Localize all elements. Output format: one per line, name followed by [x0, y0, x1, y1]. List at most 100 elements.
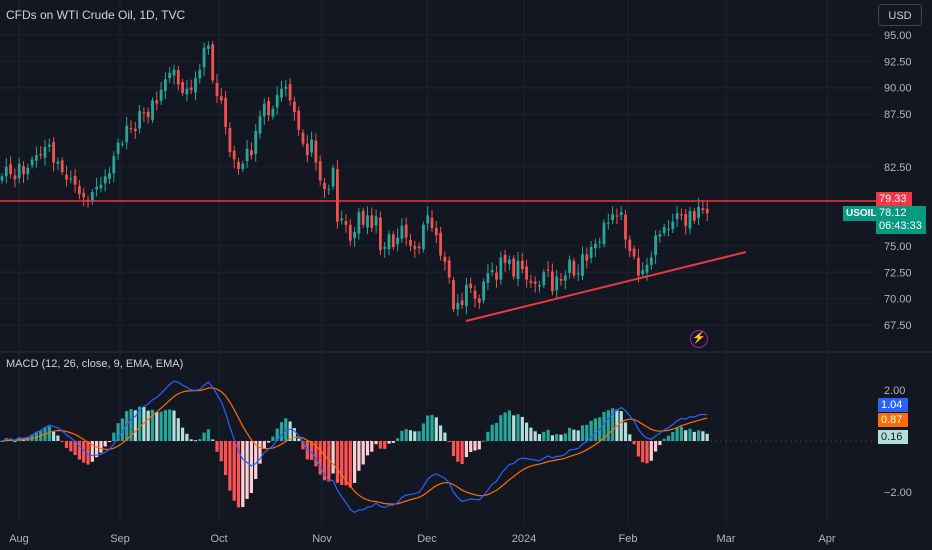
- candle-body: [469, 283, 473, 289]
- candle-body: [159, 89, 163, 102]
- candle-body: [82, 192, 86, 198]
- last-price: 78.12: [879, 207, 907, 219]
- histogram-bar: [585, 424, 589, 441]
- candle-body: [576, 273, 580, 275]
- histogram-bar: [602, 412, 606, 441]
- histogram-bar: [559, 434, 563, 441]
- candle-body: [13, 175, 17, 180]
- candle-body: [581, 254, 584, 276]
- candle-body: [520, 260, 524, 270]
- price-tick-label: 70.00: [884, 294, 912, 306]
- lightning-bolt-icon[interactable]: ⚡: [690, 330, 708, 348]
- histogram-bar: [0, 441, 4, 442]
- candle-body: [133, 128, 137, 131]
- candle-body: [680, 214, 683, 216]
- bar-countdown: 06:43:33: [879, 220, 922, 232]
- histogram-bar: [447, 441, 451, 442]
- candle-body: [189, 87, 193, 90]
- histogram-bar: [99, 441, 103, 453]
- candle-body: [327, 188, 331, 190]
- histogram-bar: [103, 441, 107, 447]
- candle-body: [692, 211, 696, 221]
- histogram-bar: [533, 431, 537, 441]
- histogram-bar: [361, 441, 365, 465]
- macd-legend[interactable]: MACD (12, 26, close, 9, EMA, EMA): [6, 358, 184, 370]
- candle-body: [585, 254, 589, 261]
- candle-body: [499, 257, 503, 280]
- time-axis[interactable]: Aug Sep Oct Nov Dec 2024 Feb Mar Apr: [9, 533, 836, 545]
- candle-body: [495, 272, 498, 280]
- histogram-bar: [254, 441, 258, 480]
- candle-body: [598, 241, 602, 243]
- histogram-bar: [370, 441, 374, 452]
- macd-signal-line: [1, 387, 708, 505]
- histogram-bar: [503, 412, 507, 441]
- histogram-bar: [413, 431, 417, 441]
- histogram-bar: [245, 441, 249, 499]
- candle-body: [284, 86, 288, 89]
- histogram-bar: [555, 434, 559, 441]
- signal-value-tag: 0.87: [878, 413, 908, 427]
- candle-body: [443, 256, 447, 262]
- candle-body: [452, 280, 455, 310]
- ascending-trend-line[interactable]: [465, 251, 747, 322]
- histogram-bar: [675, 427, 679, 441]
- candle-body: [422, 224, 425, 250]
- candle-body: [176, 69, 180, 85]
- histogram-bar: [490, 424, 494, 441]
- candle-body: [26, 167, 30, 175]
- histogram-bar: [396, 438, 400, 441]
- candle-body: [619, 212, 623, 216]
- histogram-bar: [181, 427, 185, 441]
- histogram-bar: [546, 429, 550, 441]
- price-axis[interactable]: 95.00 92.50 90.00 87.50 82.50 75.00 72.50 70.00…: [884, 30, 912, 332]
- histogram-bar: [408, 430, 413, 441]
- histogram-bar: [357, 441, 361, 471]
- histogram-bar: [460, 441, 464, 464]
- macd-value-tag: 1.04: [878, 398, 908, 412]
- histogram-bar: [537, 434, 542, 441]
- candle-body: [516, 260, 520, 280]
- candle-body: [572, 260, 576, 276]
- candle-body: [314, 140, 318, 163]
- histogram-bar: [688, 428, 692, 441]
- histogram-bar: [297, 438, 301, 441]
- macd-tick-label: −2.00: [884, 487, 912, 499]
- candle-body: [348, 224, 352, 241]
- candle-body: [198, 69, 202, 79]
- histogram-bar: [331, 441, 335, 474]
- histogram-bar: [56, 435, 60, 441]
- candle-body: [357, 212, 361, 234]
- candle-body: [512, 258, 516, 277]
- candle-body: [447, 260, 451, 278]
- candle-body: [90, 192, 94, 202]
- candle-body: [155, 100, 159, 104]
- histogram-bar: [374, 441, 378, 445]
- histogram-bar: [671, 431, 675, 441]
- candle-body: [297, 110, 301, 130]
- macd-axis[interactable]: 2.00 −2.00: [884, 385, 912, 499]
- candle-body: [17, 163, 21, 179]
- candle-body: [387, 234, 391, 250]
- candle-body: [611, 214, 614, 221]
- histogram-bar: [116, 423, 120, 441]
- candle-body: [529, 280, 533, 283]
- candle-body: [649, 257, 653, 265]
- candle-body: [417, 246, 421, 249]
- candle-body: [490, 270, 494, 273]
- candle-body: [503, 254, 507, 263]
- price-tick-label: 87.50: [884, 109, 912, 121]
- currency-selector[interactable]: USD: [878, 4, 922, 26]
- candle-body: [508, 259, 511, 265]
- histogram-bar: [658, 441, 662, 446]
- histogram-bar: [692, 431, 696, 441]
- histogram-bar: [469, 441, 473, 453]
- histogram-bar: [271, 436, 275, 441]
- histogram-bar: [353, 441, 357, 483]
- histogram-bar: [107, 441, 112, 442]
- candle-body: [271, 108, 275, 117]
- candle-body: [9, 164, 12, 175]
- candlestick-series: [0, 41, 709, 317]
- histogram-bar: [636, 441, 640, 457]
